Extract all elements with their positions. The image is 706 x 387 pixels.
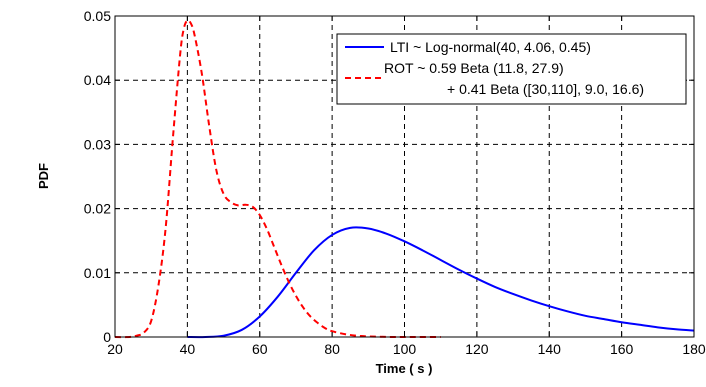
- legend-box: [336, 33, 687, 105]
- legend-label-rot-line1: ROT ~ 0.59 Beta (11.8, 27.9): [384, 60, 564, 76]
- y-tick-label: 0.04: [84, 72, 111, 88]
- series-line-rot: [114, 19, 441, 339]
- series-group: [114, 19, 695, 339]
- y-tick-label: 0.02: [84, 201, 111, 217]
- x-tick-label: 100: [393, 341, 417, 357]
- y-tick-label: 0.05: [84, 8, 111, 24]
- x-tick-label: 180: [682, 341, 706, 357]
- legend-label-rot-line2: + 0.41 Beta ([30,110], 9.0, 16.6): [447, 81, 644, 97]
- y-tick-label: 0.03: [84, 136, 111, 152]
- x-tick-label: 40: [180, 341, 196, 357]
- x-tick-label: 60: [252, 341, 268, 357]
- ticks: 20 40 60 80 100 120 140 160 180 0 0.01 0.02 0.03 0.04…: [84, 8, 706, 357]
- x-axis-label: Time ( s ): [376, 361, 433, 376]
- y-axis-label: PDF: [36, 163, 51, 189]
- x-tick-label: 160: [610, 341, 634, 357]
- x-tick-label: 140: [538, 341, 562, 357]
- x-tick-label: 20: [107, 341, 123, 357]
- legend-label-lti: LTI ~ Log-normal(40, 4.06, 0.45): [390, 39, 591, 55]
- x-tick-label: 80: [324, 341, 340, 357]
- y-tick-label: 0: [103, 329, 111, 345]
- y-tick-label: 0.01: [84, 265, 111, 281]
- x-tick-label: 120: [465, 341, 489, 357]
- series-line-lti: [187, 226, 695, 339]
- legend: LTI ~ Log-normal(40, 4.06, 0.45) ROT ~ 0…: [336, 33, 687, 105]
